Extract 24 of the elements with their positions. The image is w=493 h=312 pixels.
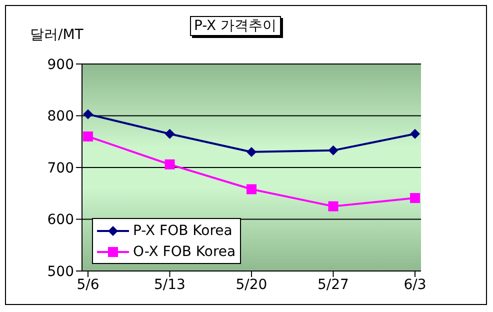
y-axis-title: 달러/MT	[30, 26, 84, 44]
legend-label: O-X FOB Korea	[133, 244, 236, 260]
y-tick-label: 900	[47, 56, 74, 73]
point	[246, 146, 256, 157]
point	[328, 145, 338, 156]
point	[410, 193, 420, 204]
point	[83, 109, 93, 120]
point	[246, 184, 256, 194]
point	[164, 128, 175, 139]
point	[328, 201, 338, 212]
point	[83, 131, 93, 142]
x-tick-label: 5/27	[318, 276, 349, 293]
point	[410, 128, 420, 139]
point	[164, 159, 175, 170]
x-tick-label: 6/3	[404, 276, 426, 293]
y-tick-label: 500	[47, 264, 74, 280]
legend-label: P-X FOB Korea	[133, 222, 232, 238]
x-tick-label: 5/13	[154, 276, 186, 293]
y-tick-label: 700	[47, 160, 74, 176]
y-tick-label: 800	[47, 108, 74, 125]
chart-title: P-X 가격추이	[190, 16, 281, 36]
x-tick-label: 5/20	[236, 276, 268, 293]
x-tick-label: 5/6	[76, 276, 100, 293]
y-tick-label: 600	[47, 212, 74, 228]
